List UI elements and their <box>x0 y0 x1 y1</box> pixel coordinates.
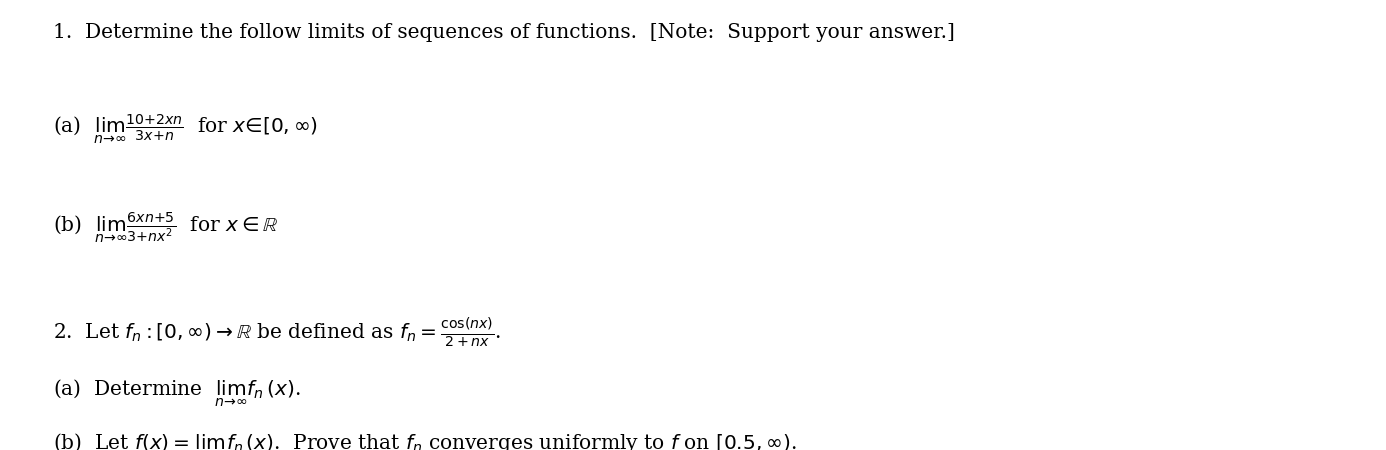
Text: (a)  $\lim_{n\to\infty} \frac{10+2xn}{3x+n}$  for $x \in [0, \infty)$: (a) $\lim_{n\to\infty} \frac{10+2xn}{3x+… <box>53 112 317 146</box>
Text: (b)  Let $f(x) = \lim_{n\to\infty} f_n(x)$.  Prove that $f_n$ converges uniforml: (b) Let $f(x) = \lim_{n\to\infty} f_n(x)… <box>53 432 796 450</box>
Text: 1.  Determine the follow limits of sequences of functions.  [Note:  Support your: 1. Determine the follow limits of sequen… <box>53 22 955 41</box>
Text: (b)  $\lim_{n\to\infty} \frac{6xn+5}{3+nx^2}$  for $x \in \mathbb{R}$: (b) $\lim_{n\to\infty} \frac{6xn+5}{3+nx… <box>53 212 279 245</box>
Text: (a)  Determine  $\lim_{n\to\infty} f_n(x)$.: (a) Determine $\lim_{n\to\infty} f_n(x)$… <box>53 378 301 410</box>
Text: 2.  Let $f_n : [0, \infty) \to \mathbb{R}$ be defined as $f_n = \frac{\cos(nx)}{: 2. Let $f_n : [0, \infty) \to \mathbb{R}… <box>53 315 502 349</box>
